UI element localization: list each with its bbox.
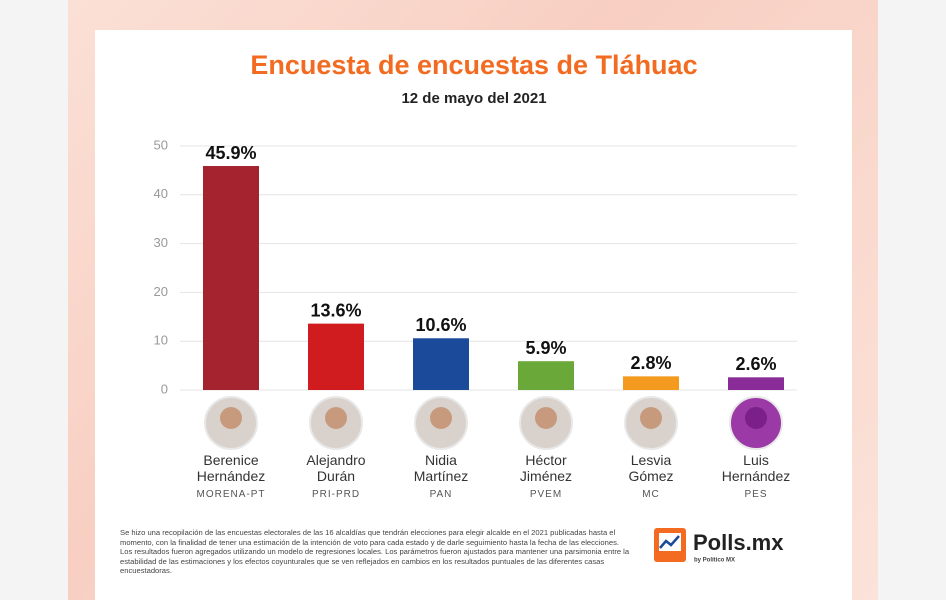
bar [308, 323, 364, 390]
y-tick-label: 30 [154, 235, 168, 250]
avatar-face [430, 407, 452, 429]
chart-subtitle: 12 de mayo del 2021 [401, 90, 546, 107]
party-label: MORENA-PT [196, 489, 266, 500]
avatar-face [220, 407, 242, 429]
avatar-face [535, 407, 557, 429]
y-tick-label: 0 [161, 381, 168, 396]
bar [203, 166, 259, 390]
candidate-name: Alejandro Durán [306, 452, 366, 484]
logo-byline: by Político MX [694, 558, 735, 564]
bar [518, 361, 574, 390]
logo-name: Polls.mx [693, 530, 784, 555]
bar [728, 377, 784, 390]
y-tick-label: 50 [154, 137, 168, 152]
avatar-face [745, 407, 767, 429]
party-label: MC [642, 489, 660, 500]
bar [623, 376, 679, 390]
logo-icon [654, 528, 686, 562]
y-tick-label: 40 [154, 186, 168, 201]
avatar-face [325, 407, 347, 429]
candidate-name: Héctor Jiménez [519, 452, 573, 484]
chart-title: Encuesta de encuestas de Tláhuac [250, 50, 697, 80]
candidate-name: Luis Hernández [721, 452, 791, 484]
bar [413, 338, 469, 390]
candidate-name: Lesvia Gómez [628, 452, 674, 484]
avatar-face [640, 407, 662, 429]
value-label: 2.8% [630, 353, 671, 373]
value-label: 45.9% [205, 143, 256, 163]
value-label: 13.6% [310, 300, 361, 320]
value-label: 5.9% [525, 338, 566, 358]
party-label: PVEM [529, 489, 563, 500]
footnote: Se hizo una recopilación de las encuesta… [120, 528, 630, 576]
party-label: PRI-PRD [311, 489, 361, 500]
party-label: PES [744, 489, 768, 500]
party-label: PAN [429, 489, 453, 500]
value-label: 2.6% [735, 354, 776, 374]
value-label: 10.6% [415, 315, 466, 335]
candidate-name: Berenice Hernández [196, 452, 266, 484]
candidate-name: Nidia Martínez [413, 452, 469, 484]
y-tick-label: 10 [154, 333, 168, 348]
y-tick-label: 20 [154, 284, 168, 299]
